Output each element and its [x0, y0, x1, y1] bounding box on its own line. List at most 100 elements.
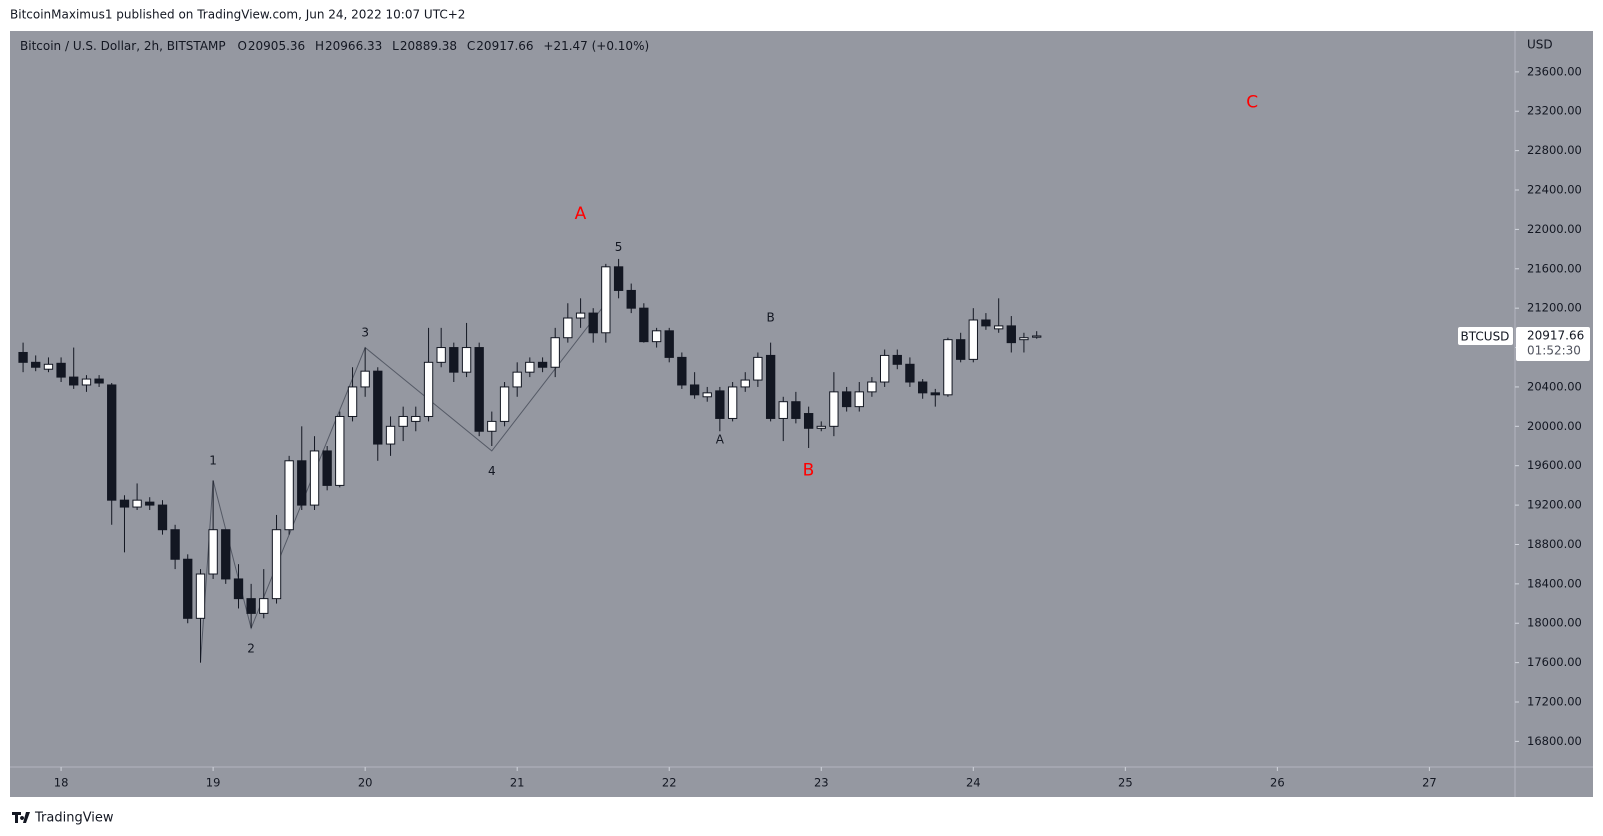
y-tick-label: 16800.00 — [1527, 734, 1582, 748]
candle-body — [905, 363, 915, 383]
y-tick-label: 17600.00 — [1527, 655, 1582, 669]
candle-body — [170, 529, 180, 560]
candle-body — [1019, 337, 1029, 341]
wave-label: 2 — [247, 641, 255, 655]
candle-body — [841, 391, 852, 408]
x-tick-label: 24 — [966, 776, 981, 790]
axes: 16800.00 17200.00 17600.00 18000.00 18400.00… — [54, 64, 1582, 789]
candle-body — [575, 312, 586, 319]
y-tick-label: 22400.00 — [1527, 183, 1582, 197]
candle-body — [297, 460, 307, 506]
candle-body — [956, 339, 966, 360]
candle-body — [664, 330, 674, 358]
candle-body — [727, 386, 738, 419]
candle-body — [461, 347, 472, 373]
x-tick-label: 20 — [358, 776, 373, 790]
candle-body — [208, 529, 218, 575]
candle-body — [284, 460, 294, 531]
y-tick-label: 18000.00 — [1527, 616, 1582, 630]
brand-name: TradingView — [34, 811, 114, 826]
byline: BitcoinMaximus1 published on TradingView… — [10, 8, 465, 22]
candle-body — [107, 384, 117, 501]
y-tick-label: 18400.00 — [1527, 576, 1582, 590]
candle-body — [322, 450, 332, 486]
candle-body — [221, 529, 231, 580]
candle-body — [689, 384, 700, 396]
candle-body — [791, 401, 801, 419]
open-value: 20905.36 — [248, 39, 305, 53]
x-tick-label: 22 — [662, 776, 677, 790]
ohlc-label: L — [392, 39, 399, 53]
candle-body — [259, 598, 269, 614]
wave-label: B — [767, 311, 775, 325]
wave-label: 4 — [488, 464, 496, 478]
candle-body — [753, 356, 763, 381]
logo-mark — [12, 812, 30, 823]
candle-body — [778, 401, 788, 419]
candle-body — [994, 325, 1004, 330]
chart-panel — [10, 31, 1593, 797]
candle-body — [943, 339, 953, 396]
candle-body — [474, 347, 484, 432]
candle-body — [867, 381, 877, 393]
brand-logo: TradingView — [12, 811, 114, 826]
candle-body — [1032, 335, 1042, 338]
candle-body — [829, 391, 839, 427]
wave-line — [200, 302, 607, 663]
candle-body — [449, 347, 459, 373]
y-tick-label: 21600.00 — [1527, 261, 1582, 275]
wave-label: C — [1246, 92, 1258, 112]
candle-body — [968, 319, 978, 360]
ohlc-label: C — [467, 39, 475, 53]
candle-body — [930, 392, 940, 396]
y-tick-label: 20000.00 — [1527, 419, 1582, 433]
candle-body — [398, 415, 408, 427]
x-tick-label: 18 — [54, 776, 69, 790]
candle-body — [1006, 325, 1016, 344]
low-value: 20889.38 — [400, 39, 457, 53]
wave-label: A — [575, 204, 587, 224]
legend-header: Bitcoin / U.S. Dollar, 2h, BITSTAMP O209… — [20, 39, 649, 53]
y-tick-label: 20400.00 — [1527, 379, 1582, 393]
candle-body — [43, 363, 54, 370]
close-value: 20917.66 — [476, 39, 533, 53]
candle-body — [537, 361, 548, 368]
last-price-tag — [1516, 326, 1590, 361]
change: +21.47 (+0.10%) — [543, 39, 649, 53]
candle-body — [56, 362, 66, 378]
candle-body — [233, 578, 244, 600]
candle-body — [119, 499, 130, 508]
x-tick-label: 27 — [1422, 776, 1437, 790]
candle-body — [639, 307, 649, 343]
y-tick-label: 17200.00 — [1527, 695, 1582, 709]
y-tick-label: 22000.00 — [1527, 222, 1582, 236]
candle-body — [879, 354, 890, 383]
y-tick-label: 23600.00 — [1527, 64, 1582, 78]
candle-body — [892, 354, 902, 365]
candle-body — [854, 391, 864, 408]
y-tick-label: 21200.00 — [1527, 301, 1582, 315]
candles — [18, 258, 1042, 663]
countdown: 01:52:30 — [1527, 343, 1581, 357]
candle-body — [740, 379, 750, 388]
candle-body — [385, 425, 396, 445]
candle-body — [702, 392, 712, 398]
y-tick-label: 19200.00 — [1527, 498, 1582, 512]
candle-body — [803, 413, 814, 429]
x-tick-label: 26 — [1270, 776, 1285, 790]
x-tick-label: 21 — [510, 776, 525, 790]
ohlc-label: H — [315, 39, 324, 53]
candle-body — [487, 420, 497, 432]
x-tick-label: 23 — [814, 776, 829, 790]
candle-body — [335, 415, 345, 486]
ohlc-label: O — [237, 39, 246, 53]
candle-body — [918, 381, 928, 394]
candle-body — [183, 558, 193, 619]
wave-label: 1 — [209, 453, 217, 467]
high-value: 20966.33 — [325, 39, 382, 53]
candle-body — [436, 347, 446, 363]
y-tick-label: 19600.00 — [1527, 458, 1582, 472]
candle-body — [613, 266, 624, 291]
